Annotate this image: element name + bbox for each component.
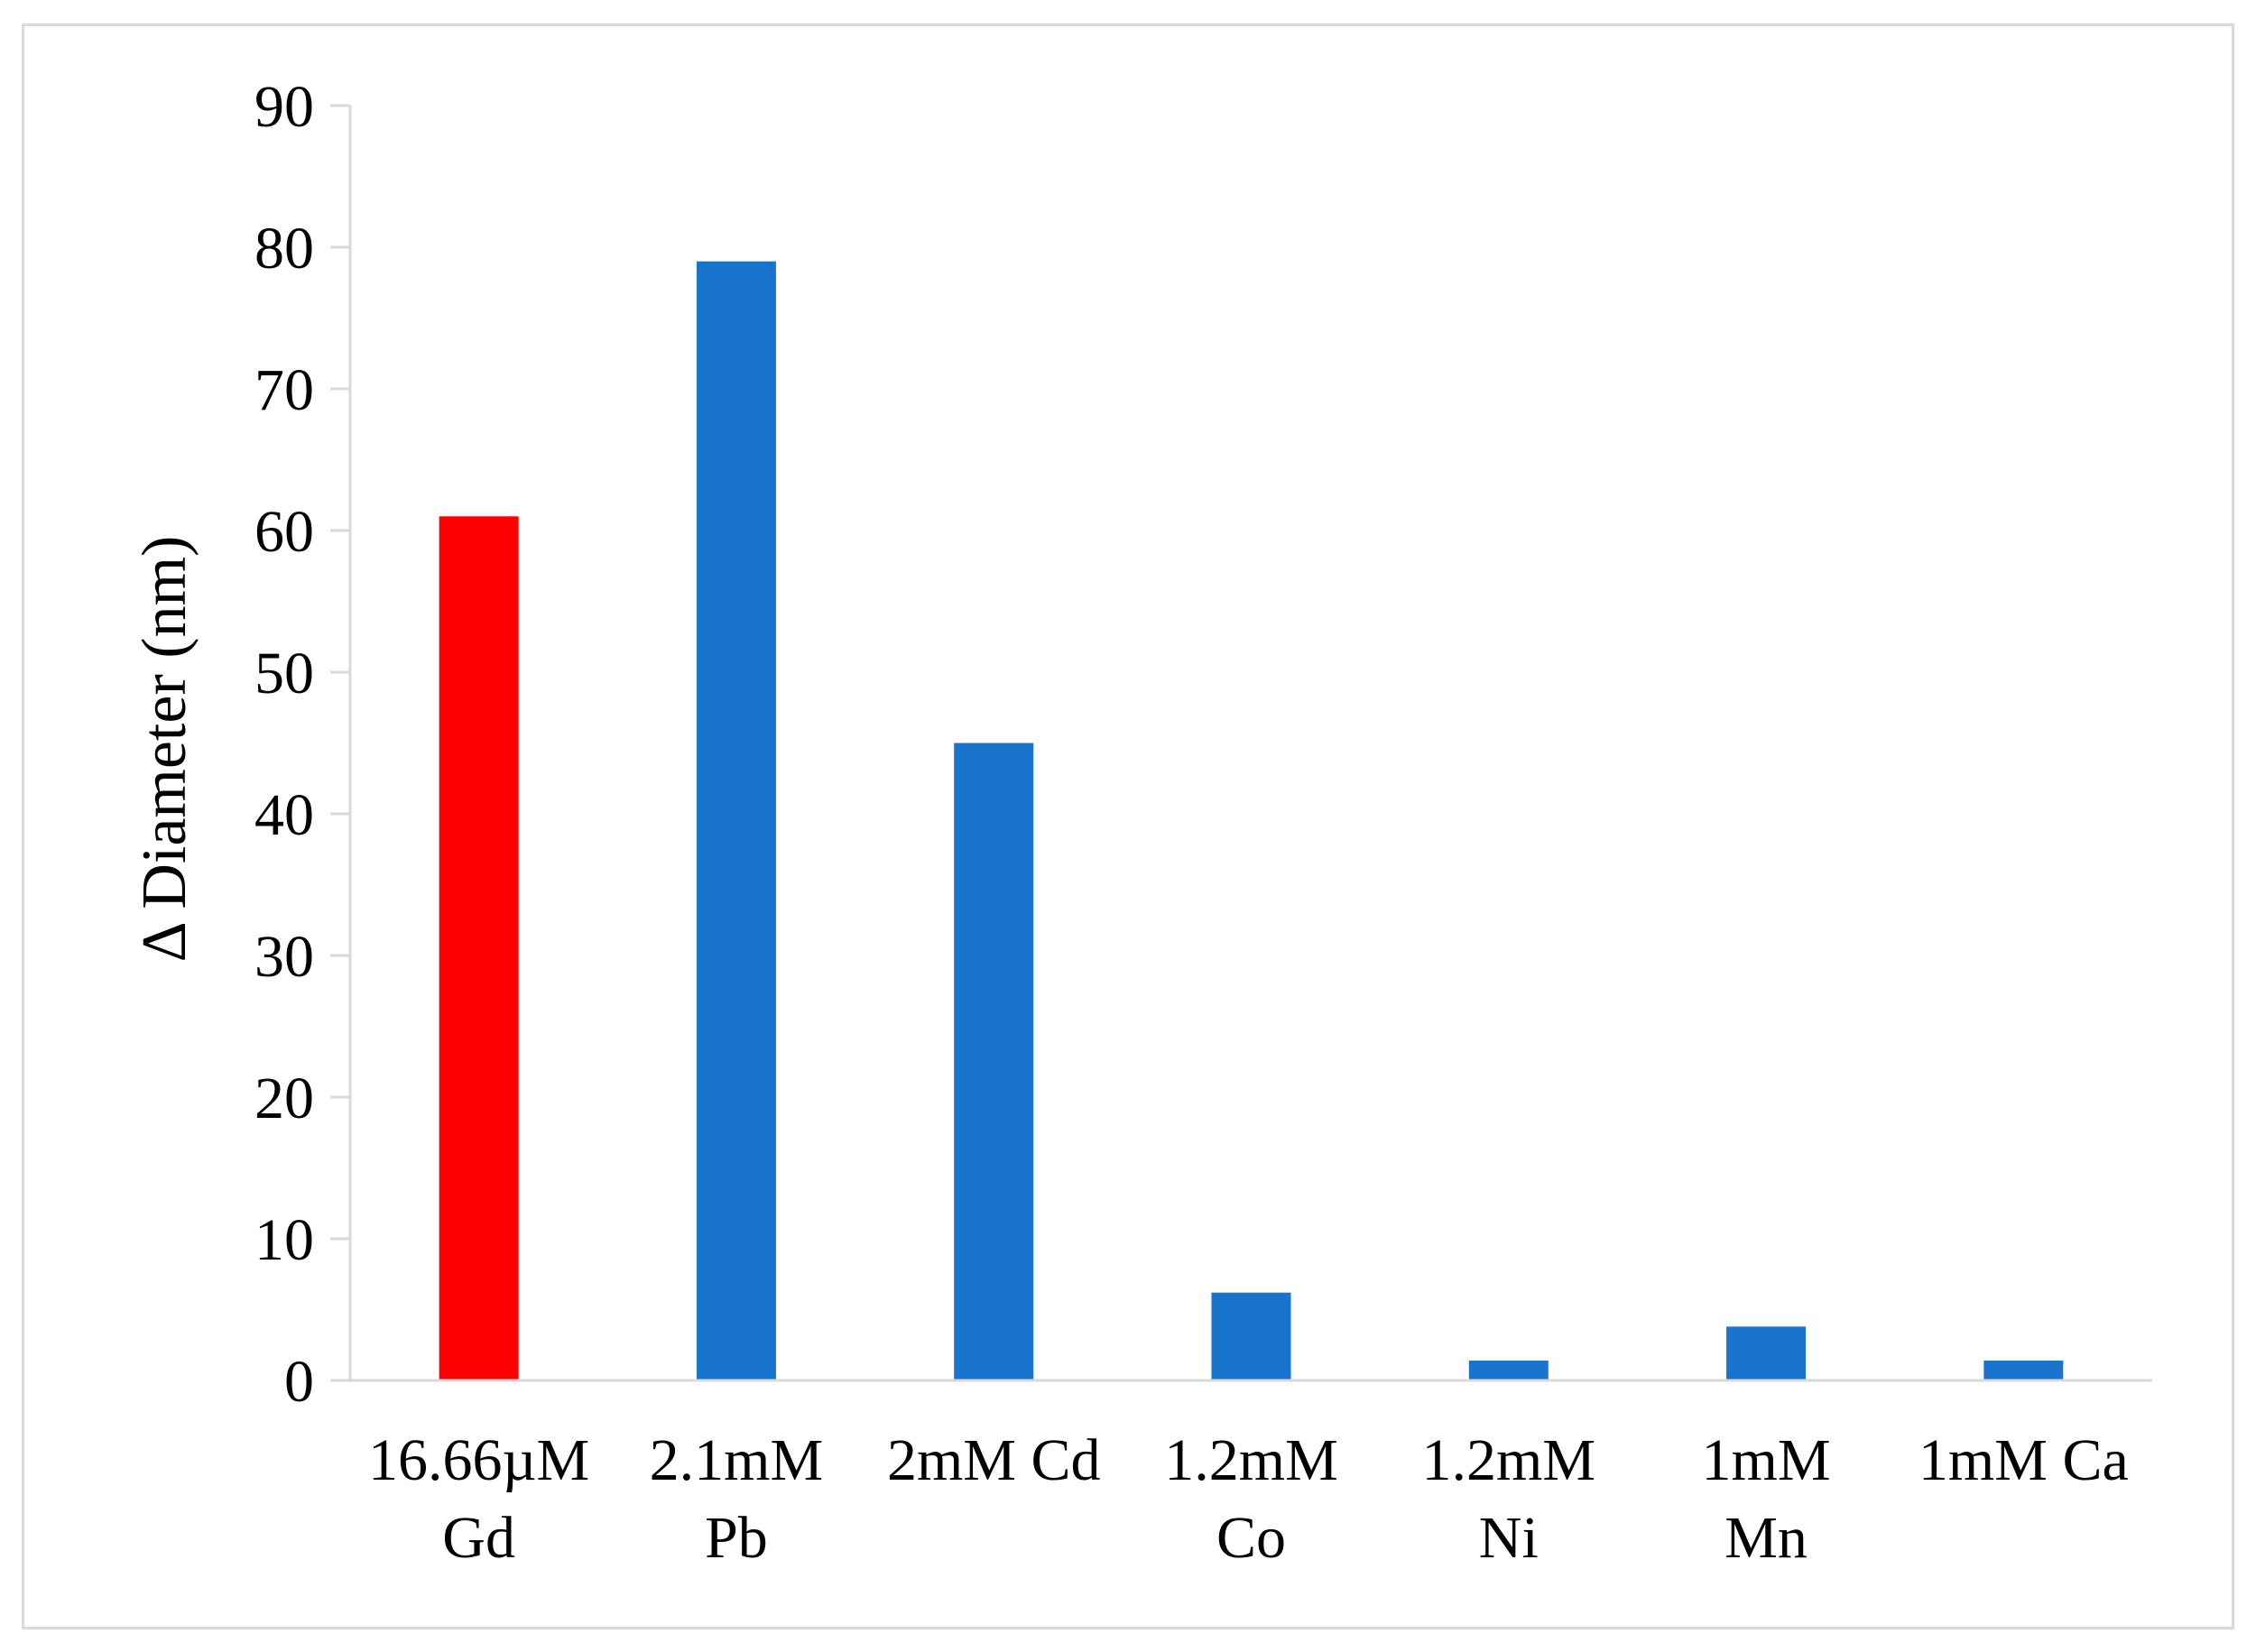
y-tick-label: 0	[284, 1349, 314, 1415]
chart-frame	[22, 23, 2234, 1629]
x-tick-label-line: 16.66µM	[368, 1427, 589, 1493]
x-tick-label: 2.1mM Pb	[650, 1427, 824, 1571]
y-tick-label: 10	[254, 1207, 314, 1273]
x-tick-label: 16.66µM Gd	[368, 1427, 589, 1571]
y-tick-label: 20	[254, 1066, 314, 1131]
x-tick-label-line: 2mM Cd	[887, 1427, 1101, 1493]
x-tick-label-line: Mn	[1724, 1505, 1808, 1571]
y-tick-label: 60	[254, 499, 314, 565]
bars	[439, 261, 2064, 1381]
x-tick-label-line: Gd	[442, 1505, 515, 1571]
bar	[1211, 1292, 1291, 1380]
x-tick-label-line: 1mM Ca	[1919, 1427, 2129, 1493]
y-axis: 0 10 20 30 40 50 60 70 80 90	[254, 74, 352, 1415]
y-tick-label: 70	[254, 357, 314, 423]
x-tick-label: 1.2mM Ni	[1422, 1427, 1596, 1571]
x-tick-label: 2mM Cd	[887, 1427, 1101, 1493]
bar	[1726, 1326, 1807, 1380]
bar	[954, 743, 1034, 1380]
bar	[1983, 1361, 2064, 1380]
bar	[1468, 1361, 1549, 1380]
y-tick-label: 40	[254, 782, 314, 848]
y-axis-title: Δ Diameter (nm)	[130, 536, 199, 963]
x-tick-label-line: 2.1mM	[650, 1427, 824, 1493]
x-axis-labels: 16.66µM Gd 2.1mM Pb 2mM Cd 1.2mM Co 1.2mM Ni 1mM M…	[368, 1427, 2129, 1571]
x-tick-label-line: Pb	[705, 1505, 768, 1571]
bar	[439, 516, 519, 1380]
x-tick-label-line: Ni	[1479, 1505, 1539, 1571]
y-tick-label: 80	[254, 216, 314, 281]
y-axis-title-group: Δ Diameter (nm)	[130, 536, 199, 963]
y-tick-label: 30	[254, 924, 314, 990]
x-tick-label-line: 1mM	[1702, 1427, 1831, 1493]
x-tick-label: 1.2mM Co	[1164, 1427, 1338, 1571]
x-tick-label-line: 1.2mM	[1422, 1427, 1596, 1493]
x-tick-label: 1mM Mn	[1702, 1427, 1831, 1571]
bar	[696, 261, 776, 1381]
x-tick-label-line: Co	[1216, 1505, 1286, 1571]
y-tick-label: 50	[254, 641, 314, 706]
y-tick-label: 90	[254, 74, 314, 140]
x-tick-label: 1mM Ca	[1919, 1427, 2129, 1493]
x-tick-label-line: 1.2mM	[1164, 1427, 1338, 1493]
